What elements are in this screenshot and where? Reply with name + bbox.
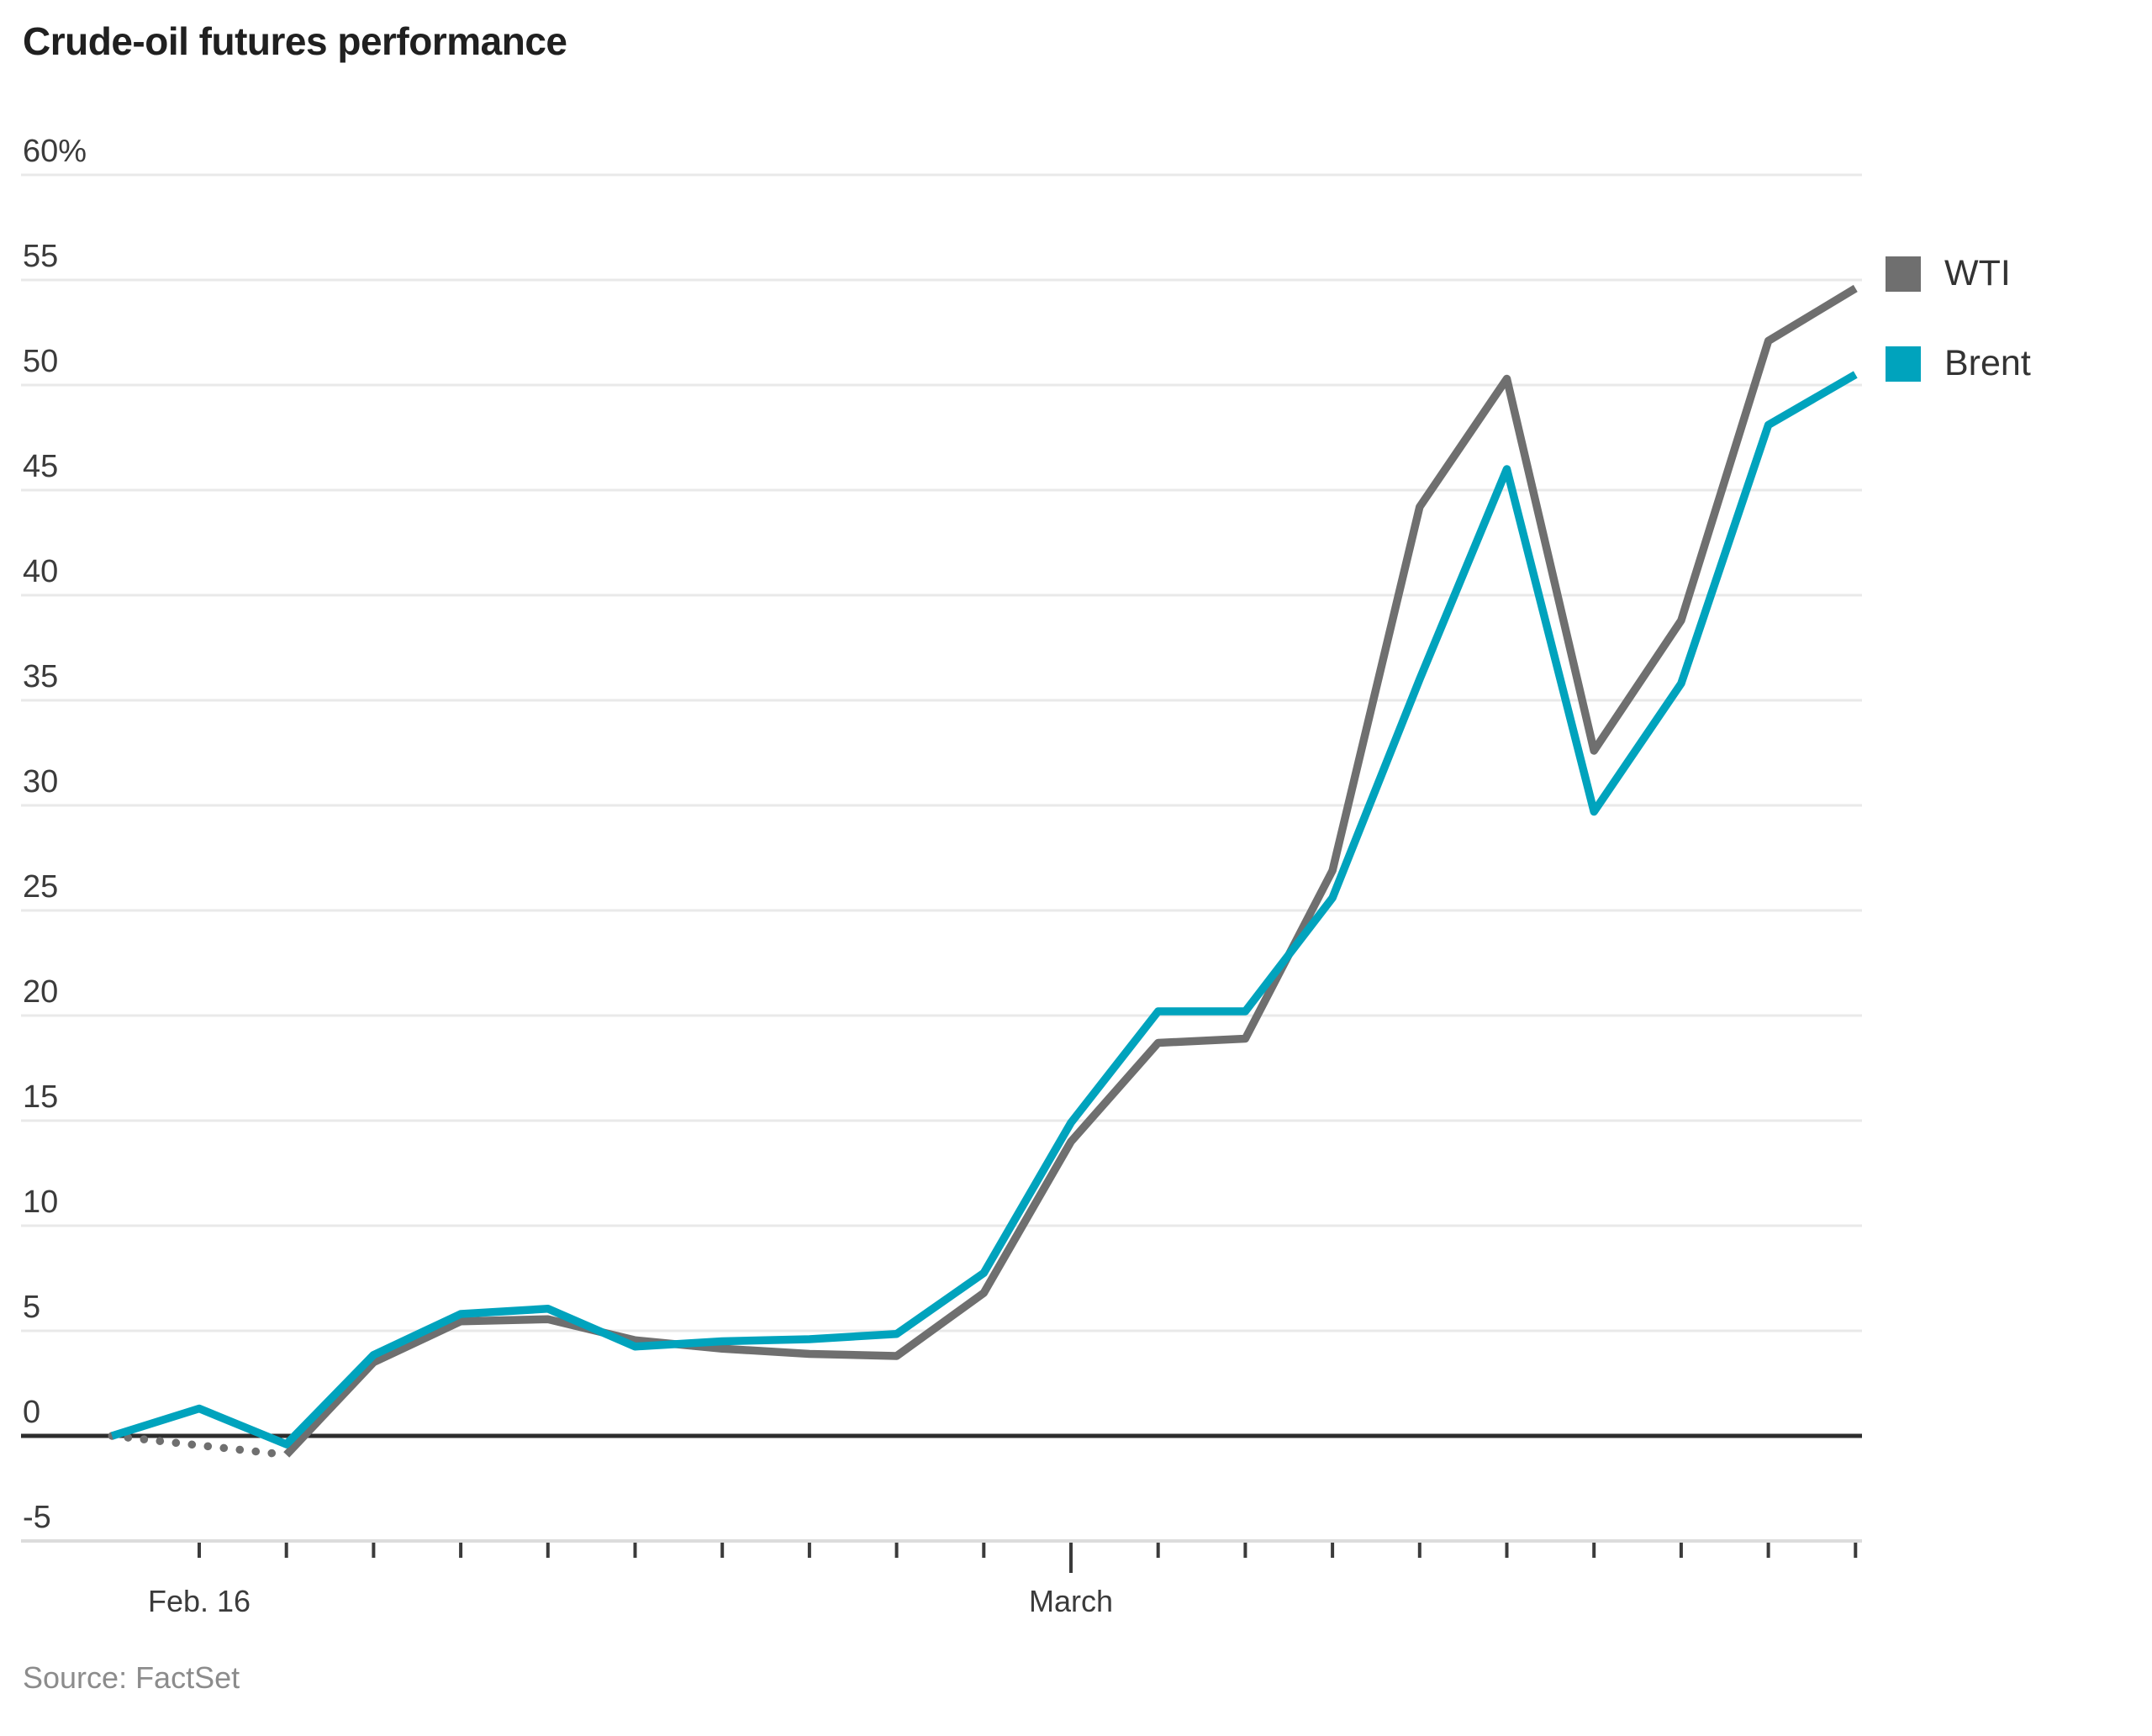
y-axis-label: 50 <box>23 344 58 379</box>
source-note: Source: FactSet <box>23 1660 240 1695</box>
legend-item-wti: WTI <box>1886 256 2031 292</box>
y-axis-label: 5 <box>23 1290 40 1325</box>
y-axis-label: 25 <box>23 869 58 905</box>
brent-line <box>110 371 1858 1448</box>
wti-line-dotted <box>108 1432 291 1459</box>
y-axis-label: 20 <box>23 974 58 1010</box>
y-axis-label: 55 <box>23 239 58 274</box>
legend-label-brent: Brent <box>1944 343 2031 383</box>
y-axis-label: 30 <box>23 764 58 799</box>
y-axis-label: -5 <box>23 1500 51 1535</box>
y-axis-label: 40 <box>23 554 58 589</box>
y-axis-label: 15 <box>23 1079 58 1115</box>
y-axis-label: 45 <box>23 449 58 484</box>
brent-swatch-icon <box>1886 346 1921 382</box>
legend: WTI Brent <box>1886 256 2031 382</box>
chart-title: Crude-oil futures performance <box>23 19 567 63</box>
y-axis-label: 35 <box>23 659 58 694</box>
legend-item-brent: Brent <box>1886 346 2031 382</box>
wti-line <box>283 284 1858 1458</box>
wti-swatch-icon <box>1886 256 1921 292</box>
x-axis-label-feb16: Feb. 16 <box>147 1584 251 1618</box>
legend-label-wti: WTI <box>1944 253 2011 293</box>
y-axis-label: 0 <box>23 1395 40 1430</box>
x-axis-label-march: March <box>1028 1584 1114 1618</box>
y-axis-label: 60% <box>23 134 87 169</box>
y-axis-label: 10 <box>23 1185 58 1220</box>
